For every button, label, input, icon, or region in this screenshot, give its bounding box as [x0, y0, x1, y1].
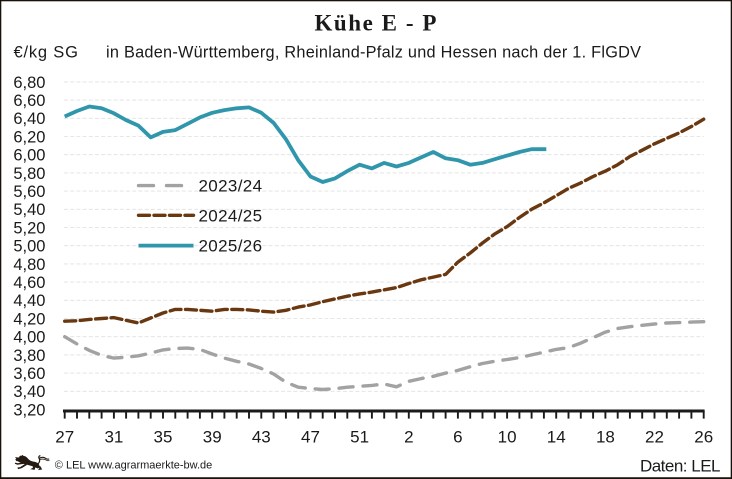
svg-text:5,00: 5,00: [13, 238, 45, 256]
svg-text:3,60: 3,60: [13, 365, 45, 383]
svg-text:4,60: 4,60: [13, 274, 45, 292]
svg-text:47: 47: [301, 428, 320, 447]
svg-text:in Baden-Württemberg, Rheinlan: in Baden-Württemberg, Rheinland-Pfalz un…: [106, 43, 641, 61]
svg-text:10: 10: [498, 428, 517, 447]
svg-text:4,80: 4,80: [13, 256, 45, 274]
svg-text:€/kg SG: €/kg SG: [14, 43, 79, 61]
svg-text:6,00: 6,00: [13, 147, 45, 165]
svg-text:4,20: 4,20: [13, 310, 45, 328]
svg-text:4,40: 4,40: [13, 292, 45, 310]
svg-text:14: 14: [547, 428, 566, 447]
svg-text:5,60: 5,60: [13, 183, 45, 201]
svg-text:5,80: 5,80: [13, 165, 45, 183]
svg-text:51: 51: [350, 428, 369, 447]
svg-text:22: 22: [645, 428, 664, 447]
svg-text:31: 31: [104, 428, 123, 447]
svg-text:26: 26: [694, 428, 713, 447]
svg-text:5,40: 5,40: [13, 201, 45, 219]
svg-text:35: 35: [154, 428, 173, 447]
svg-text:43: 43: [252, 428, 271, 447]
svg-text:6,20: 6,20: [13, 128, 45, 146]
svg-text:6,40: 6,40: [13, 110, 45, 128]
svg-text:3,80: 3,80: [13, 347, 45, 365]
svg-text:4,00: 4,00: [13, 329, 45, 347]
svg-text:18: 18: [596, 428, 615, 447]
svg-text:6: 6: [453, 428, 462, 447]
svg-text:2025/26: 2025/26: [199, 237, 263, 256]
svg-text:2023/24: 2023/24: [199, 177, 263, 196]
svg-text:6,60: 6,60: [13, 92, 45, 110]
svg-text:2024/25: 2024/25: [199, 206, 263, 225]
svg-text:3,40: 3,40: [13, 383, 45, 401]
svg-text:2: 2: [404, 428, 413, 447]
svg-text:27: 27: [55, 428, 74, 447]
svg-text:Daten: LEL: Daten: LEL: [640, 456, 720, 475]
svg-text:39: 39: [203, 428, 222, 447]
svg-text:3,20: 3,20: [13, 401, 45, 419]
svg-text:© LEL www.agrarmaerkte-bw.de: © LEL www.agrarmaerkte-bw.de: [55, 460, 213, 472]
svg-text:6,80: 6,80: [13, 74, 45, 92]
svg-text:Kühe E - P: Kühe E - P: [314, 10, 437, 35]
svg-text:5,20: 5,20: [13, 219, 45, 237]
